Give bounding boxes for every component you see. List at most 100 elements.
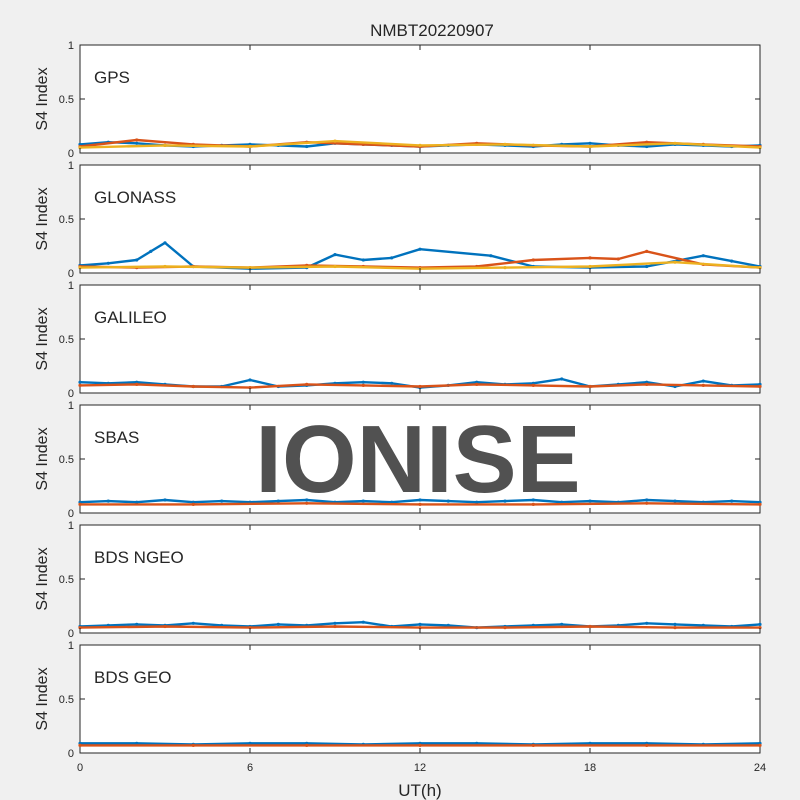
- data-point: [560, 622, 564, 627]
- data-point: [503, 499, 507, 503]
- data-point: [248, 144, 252, 149]
- panel-frame: [79, 524, 761, 634]
- watermark: IONISE: [255, 406, 580, 513]
- data-point: [333, 253, 337, 257]
- panel-frame: [79, 404, 761, 514]
- y-axis-label: S4 Index: [34, 667, 51, 730]
- y-tick-label: 0: [68, 748, 74, 760]
- data-point: [475, 500, 479, 504]
- y-tick-label: 0.5: [59, 574, 74, 586]
- y-tick-label: 0: [68, 508, 74, 520]
- y-tick-label: 0.5: [59, 334, 74, 346]
- panel-label: GLONASS: [94, 188, 176, 207]
- data-point: [475, 380, 479, 384]
- data-point: [475, 382, 479, 386]
- data-point: [163, 241, 167, 245]
- data-point: [276, 499, 280, 503]
- panel-6: 0 0.5 1 0 6 12 18 24 BDS GEO S4 Index: [34, 640, 766, 774]
- x-tick-label: 24: [754, 762, 766, 774]
- data-point: [78, 500, 82, 504]
- data-point: [305, 743, 309, 748]
- data-point: [361, 499, 365, 503]
- data-point: [489, 254, 493, 258]
- y-tick-label: 0.5: [59, 94, 74, 106]
- y-axis-label: S4 Index: [34, 67, 51, 130]
- data-point: [135, 622, 139, 627]
- data-point: [645, 140, 649, 144]
- x-tick-label: 6: [247, 762, 253, 774]
- data-point: [588, 499, 592, 503]
- data-point: [305, 498, 309, 502]
- panel-label: SBAS: [94, 428, 139, 447]
- data-point: [163, 143, 167, 147]
- data-point: [701, 254, 705, 258]
- data-point: [135, 382, 139, 386]
- data-point: [645, 380, 649, 384]
- data-point: [248, 741, 252, 745]
- data-point: [78, 383, 82, 387]
- data-point: [645, 743, 649, 748]
- data-point: [191, 621, 195, 625]
- panel-label: BDS GEO: [94, 668, 171, 687]
- y-tick-label: 0: [68, 388, 74, 400]
- data-point: [418, 502, 422, 506]
- data-point: [135, 258, 139, 262]
- data-point: [730, 259, 734, 263]
- data-point: [531, 743, 535, 748]
- y-tick-label: 1: [68, 520, 74, 532]
- data-point: [78, 266, 82, 270]
- data-point: [418, 626, 422, 630]
- data-point: [758, 146, 762, 150]
- data-point: [418, 384, 422, 389]
- data-point: [588, 741, 592, 745]
- data-point: [588, 141, 592, 145]
- data-point: [758, 500, 762, 504]
- data-point: [163, 498, 167, 502]
- data-point: [305, 382, 309, 386]
- data-point: [333, 621, 337, 625]
- data-point: [78, 743, 82, 748]
- data-point: [305, 501, 309, 505]
- data-point: [645, 382, 649, 386]
- data-point: [673, 260, 677, 264]
- data-point: [276, 622, 280, 627]
- data-point: [531, 502, 535, 506]
- y-tick-label: 0: [68, 148, 74, 160]
- data-point: [758, 626, 762, 630]
- data-point: [191, 500, 195, 504]
- data-point: [645, 249, 649, 253]
- data-point: [361, 258, 365, 262]
- data-point: [248, 378, 252, 382]
- data-point: [163, 624, 167, 629]
- data-point: [135, 141, 139, 145]
- x-tick-label: 12: [414, 762, 426, 774]
- data-point: [248, 266, 252, 270]
- data-point: [361, 383, 365, 387]
- y-tick-label: 0.5: [59, 214, 74, 226]
- data-point: [361, 620, 365, 624]
- y-tick-label: 0.5: [59, 694, 74, 706]
- y-tick-label: 1: [68, 280, 74, 292]
- data-point: [163, 264, 167, 269]
- y-tick-label: 1: [68, 40, 74, 52]
- data-point: [673, 499, 677, 503]
- data-point: [446, 623, 450, 628]
- y-tick-label: 1: [68, 640, 74, 652]
- data-point: [78, 502, 82, 506]
- data-point: [191, 384, 195, 389]
- y-tick-label: 0.5: [59, 454, 74, 466]
- data-point: [418, 622, 422, 627]
- data-point: [730, 499, 734, 503]
- data-point: [135, 380, 139, 384]
- panel-label: GPS: [94, 68, 130, 87]
- x-axis-label: UT(h): [398, 781, 441, 800]
- data-point: [333, 139, 337, 143]
- y-axis-label: S4 Index: [34, 187, 51, 250]
- data-point: [588, 384, 592, 389]
- data-point: [333, 624, 337, 629]
- y-tick-label: 0: [68, 628, 74, 640]
- data-point: [418, 498, 422, 502]
- data-point: [418, 143, 422, 147]
- data-point: [390, 381, 394, 385]
